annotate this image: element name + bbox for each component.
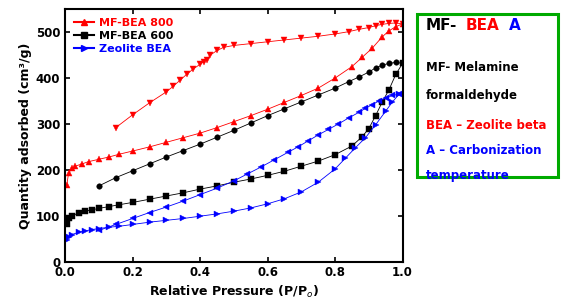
Text: BEA – Zeolite beta: BEA – Zeolite beta bbox=[426, 119, 547, 132]
Text: BEA: BEA bbox=[465, 18, 499, 33]
Text: MF- Melamine: MF- Melamine bbox=[426, 61, 519, 74]
Text: temperature: temperature bbox=[426, 169, 510, 181]
X-axis label: Relative Pressure (P/P$_o$): Relative Pressure (P/P$_o$) bbox=[149, 284, 319, 300]
Text: A: A bbox=[509, 18, 521, 33]
Text: MF-: MF- bbox=[426, 18, 458, 33]
Legend: MF-BEA 800, MF-BEA 600, Zeolite BEA: MF-BEA 800, MF-BEA 600, Zeolite BEA bbox=[71, 15, 176, 57]
Y-axis label: Quantity adsorbed (cm³/g): Quantity adsorbed (cm³/g) bbox=[19, 42, 32, 229]
Text: formaldehyde: formaldehyde bbox=[426, 89, 518, 102]
FancyBboxPatch shape bbox=[417, 14, 558, 177]
Text: A – Carbonization: A – Carbonization bbox=[426, 144, 541, 157]
